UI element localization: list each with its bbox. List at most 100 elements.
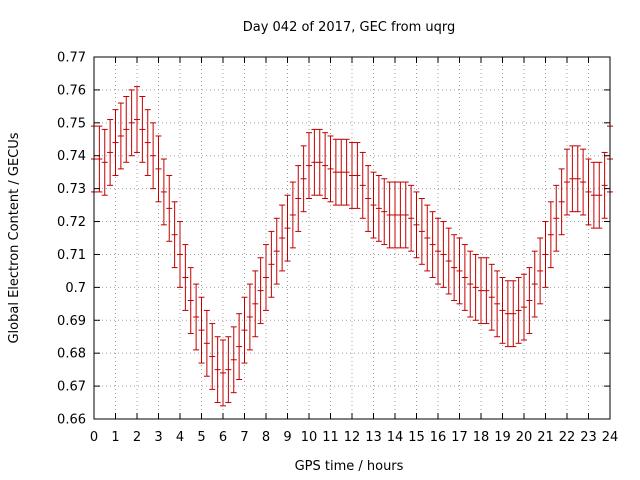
x-tick-label: 21 — [537, 430, 554, 445]
x-tick-label: 0 — [90, 430, 98, 445]
error-bar-point — [150, 122, 157, 190]
error-bar-point — [332, 138, 339, 206]
x-tick-label: 10 — [301, 430, 318, 445]
error-bar-point — [295, 165, 302, 232]
error-bar-point — [510, 280, 517, 348]
error-bar-point — [365, 165, 372, 232]
error-bar-point — [402, 181, 409, 249]
error-bar-point — [225, 336, 232, 404]
error-bar-point — [526, 267, 533, 334]
x-axis-label: GPS time / hours — [295, 459, 404, 474]
error-bar-point — [268, 230, 275, 298]
x-tick-label: 9 — [283, 430, 291, 445]
x-tick-label: 13 — [365, 430, 382, 445]
error-bar-point — [177, 221, 183, 288]
y-axis-label: Global Electron Content / GECUs — [7, 132, 22, 343]
grid-lines — [94, 57, 610, 419]
y-tick-label: 0.69 — [57, 314, 86, 329]
error-bar-point — [370, 171, 377, 239]
x-tick-label: 1 — [111, 430, 119, 445]
error-bar-point — [585, 158, 592, 226]
error-bar-point — [375, 174, 382, 242]
error-bar-point — [590, 161, 597, 229]
y-tick-label: 0.7 — [65, 281, 86, 296]
error-bar-point — [499, 276, 506, 344]
error-bar-point — [596, 161, 603, 229]
y-tick-label: 0.68 — [57, 347, 86, 362]
error-bar-point — [472, 253, 479, 321]
error-bar-point — [203, 309, 210, 377]
error-bar-point — [547, 201, 554, 269]
axis-ticks: 0 1 2 3 4 5 6 7 8 9 10 11 12 13 14 15 16 17 18 19 20 21 22 23 24… — [57, 51, 618, 446]
error-bar-point — [483, 257, 490, 325]
error-bar-point — [580, 148, 587, 216]
error-bar-point — [445, 227, 452, 295]
data-series — [91, 86, 613, 407]
error-bar-point — [209, 323, 216, 390]
x-tick-label: 2 — [133, 430, 141, 445]
error-bar-point — [171, 201, 178, 269]
error-bar-point — [564, 148, 570, 216]
error-bar-point — [241, 296, 248, 364]
error-bar-point — [117, 102, 124, 170]
error-bar-point — [214, 336, 221, 404]
error-bar-point — [284, 194, 291, 262]
y-tick-label: 0.73 — [57, 182, 86, 197]
error-bar-point — [359, 151, 366, 219]
x-tick-label: 14 — [387, 430, 404, 445]
error-bar-point — [488, 263, 495, 331]
error-bar-point — [257, 257, 264, 325]
error-bar-point — [418, 198, 425, 265]
y-tick-label: 0.67 — [57, 380, 86, 395]
error-bar-point — [96, 125, 103, 193]
error-bar-point — [386, 181, 393, 249]
error-bar-point — [144, 109, 151, 176]
y-tick-label: 0.71 — [57, 248, 86, 263]
error-bar-point — [101, 128, 108, 196]
error-bar-point — [134, 86, 140, 153]
error-bar-point — [515, 276, 522, 344]
error-bar-point — [601, 151, 608, 219]
x-tick-label: 7 — [240, 430, 248, 445]
error-bar-point — [349, 142, 355, 209]
chart-title: Day 042 of 2017, GEC from uqrg — [243, 20, 456, 35]
x-tick-label: 11 — [322, 430, 339, 445]
x-tick-label: 6 — [219, 430, 227, 445]
error-bar-point — [236, 313, 243, 381]
y-tick-label: 0.77 — [57, 51, 86, 66]
x-tick-label: 3 — [154, 430, 162, 445]
error-bar-point — [155, 135, 162, 203]
error-bar-point — [316, 128, 323, 196]
error-bar-point — [408, 184, 415, 252]
error-bar-point — [107, 119, 114, 186]
error-bar-point — [273, 217, 280, 285]
error-bar-point — [461, 244, 468, 311]
x-tick-label: 17 — [451, 430, 468, 445]
error-bar-point — [182, 244, 189, 311]
error-bar-point — [537, 237, 544, 305]
y-tick-label: 0.75 — [57, 116, 86, 131]
error-bar-point — [327, 135, 334, 203]
error-bar-point — [252, 270, 259, 338]
x-tick-label: 20 — [516, 430, 533, 445]
error-bar-point — [553, 184, 560, 252]
error-bar-point — [574, 145, 581, 213]
error-bar-point — [381, 178, 388, 246]
x-tick-label: 15 — [408, 430, 425, 445]
error-bar-point — [311, 128, 318, 196]
error-bar-point — [531, 250, 538, 318]
error-bar-point — [338, 138, 345, 206]
error-bar-point — [435, 217, 441, 285]
x-tick-label: 24 — [602, 430, 619, 445]
x-tick-label: 8 — [262, 430, 270, 445]
y-tick-label: 0.66 — [57, 413, 86, 428]
y-tick-label: 0.76 — [57, 83, 86, 98]
error-bar-point — [504, 280, 511, 348]
error-bar-point — [569, 145, 576, 213]
error-bar-point — [128, 89, 135, 157]
x-tick-label: 22 — [559, 430, 576, 445]
error-bar-point — [494, 270, 501, 338]
x-tick-label: 12 — [344, 430, 361, 445]
y-tick-label: 0.74 — [57, 149, 86, 164]
x-tick-label: 16 — [430, 430, 447, 445]
